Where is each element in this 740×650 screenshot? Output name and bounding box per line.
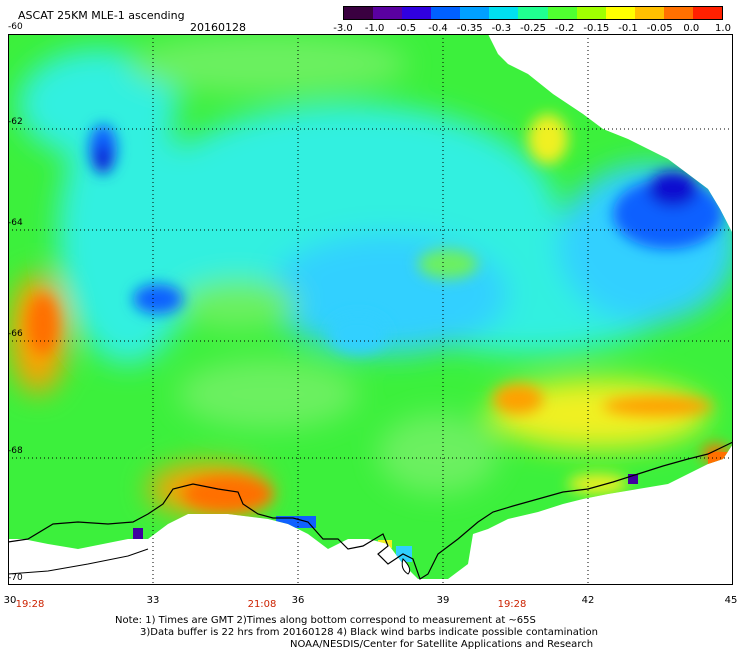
colorbar-tick-label: -0.3: [491, 23, 512, 34]
colorbar-tick-label: -0.25: [520, 23, 546, 34]
longitude-label: 30: [3, 595, 17, 606]
wind-field: [8, 34, 733, 579]
colorbar-segment: [402, 7, 432, 19]
colorbar-segment: [576, 7, 606, 19]
colorbar-segment: [605, 7, 635, 19]
colorbar: [343, 6, 723, 20]
note-line-2: 3)Data buffer is 22 hrs from 20160128 4)…: [140, 627, 598, 638]
field-patch: [418, 249, 478, 279]
field-patch: [133, 284, 183, 314]
note-line-3: NOAA/NESDIS/Center for Satellite Applica…: [290, 639, 594, 650]
longitude-label: 39: [436, 595, 450, 606]
field-detail-layer: [28, 114, 730, 512]
colorbar-tick-label: -3.0: [333, 23, 353, 34]
colorbar-labels: -3.0 -1.0 -0.5 -0.4 -0.35 -0.3 -0.25 -0.2 -0.15-…: [330, 23, 740, 37]
colorbar-tick-label: -0.5: [396, 23, 417, 34]
colorbar-segment: [489, 7, 519, 19]
field-patch: [28, 294, 58, 354]
colorbar-tick-label: -0.2: [554, 23, 575, 34]
colorbar-segment: [344, 7, 374, 19]
colorbar-segment: [634, 7, 664, 19]
note-line-1: Note: 1) Times are GMT 2)Times along bot…: [115, 615, 536, 626]
field-patch: [95, 145, 111, 173]
field-patch: [378, 414, 498, 494]
map-frame: [8, 34, 733, 585]
colorbar-segment: [518, 7, 548, 19]
colorbar-segment: [547, 7, 577, 19]
longitude-label: 45: [724, 595, 738, 606]
map-date: 20160128: [190, 21, 246, 34]
longitude-label: 42: [581, 595, 595, 606]
field-patch: [568, 474, 628, 494]
time-label: 19:28: [497, 599, 527, 610]
ice-shelf-line: [8, 548, 149, 575]
field-patch: [58, 104, 198, 364]
latitude-label: -70: [8, 573, 23, 583]
colorbar-tick-label: 1.0: [715, 23, 731, 34]
field-patch: [528, 114, 568, 164]
colorbar-segment: [431, 7, 461, 19]
latitude-label: -66: [8, 329, 23, 339]
longitude-label: 33: [146, 595, 160, 606]
field-patch: [603, 396, 713, 416]
field-patch: [183, 476, 273, 512]
colorbar-segment: [692, 7, 723, 19]
latitude-label: -68: [8, 446, 23, 456]
colorbar-tick-label: -0.05: [646, 23, 673, 34]
colorbar-tick-label: -1.0: [364, 23, 385, 34]
colorbar-segment: [373, 7, 403, 19]
field-patch: [178, 359, 358, 429]
time-label: 19:28: [15, 599, 45, 610]
field-patch: [128, 34, 408, 94]
map-title: ASCAT 25KM MLE-1 ascending: [18, 9, 185, 22]
colorbar-tick-label: 0.0: [683, 23, 700, 34]
field-patch: [648, 171, 698, 207]
colorbar-tick-label: -0.1: [618, 23, 638, 34]
latitude-label: -62: [8, 117, 23, 127]
field-patch: [328, 314, 388, 354]
field-patch: [493, 384, 543, 414]
colorbar-segment: [460, 7, 490, 19]
coastline: [8, 441, 733, 580]
latitude-label: -64: [8, 218, 23, 228]
colorbar-tick-label: -0.15: [583, 23, 610, 34]
field-patch: [268, 234, 508, 354]
field-patch: [178, 279, 298, 329]
field-pixel: [628, 474, 638, 484]
time-label: 21:08: [247, 599, 277, 610]
longitude-label: 36: [291, 595, 305, 606]
colorbar-segment: [663, 7, 693, 19]
island-outline: [401, 558, 411, 575]
field-pixel: [133, 528, 143, 548]
colorbar-tick-label: -0.35: [456, 23, 483, 34]
colorbar-tick-label: -0.4: [428, 23, 448, 34]
wind-field-map: [8, 34, 733, 585]
latitude-label: -60: [8, 22, 23, 32]
